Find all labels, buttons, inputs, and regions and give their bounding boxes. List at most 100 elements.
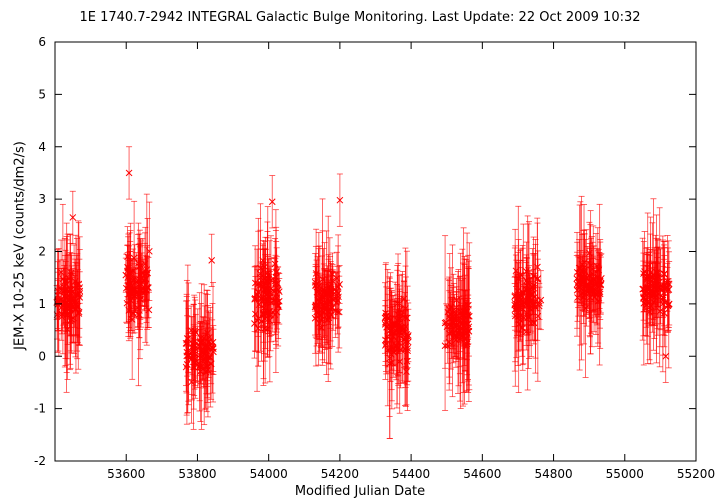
data-point (209, 344, 216, 352)
point-marker (258, 278, 266, 285)
point-marker (512, 305, 520, 313)
point-marker (583, 274, 590, 282)
point-marker (382, 312, 390, 320)
point-marker (71, 306, 79, 314)
point-marker (136, 295, 144, 303)
point-marker (182, 339, 190, 347)
data-point (68, 269, 75, 277)
point-marker (57, 268, 65, 276)
point-marker (393, 300, 401, 307)
point-marker (537, 296, 545, 304)
data-point (258, 318, 265, 325)
data-point (64, 325, 71, 333)
data-point (660, 309, 668, 317)
point-marker (580, 273, 587, 281)
point-marker (190, 343, 198, 351)
point-marker (333, 274, 341, 282)
point-marker (527, 306, 535, 313)
data-point (530, 319, 538, 327)
data-point (394, 317, 401, 324)
point-marker (145, 306, 153, 314)
data-point (400, 295, 408, 303)
point-marker (402, 305, 409, 312)
data-point (209, 338, 217, 346)
data-point (259, 257, 267, 264)
data-point (128, 316, 136, 323)
point-marker (394, 338, 402, 346)
point-marker (586, 249, 593, 257)
data-point (182, 363, 190, 371)
point-marker (518, 324, 526, 332)
point-marker (530, 272, 537, 280)
data-point (125, 277, 133, 285)
point-marker (258, 295, 265, 302)
data-point (275, 288, 283, 295)
data-point (463, 342, 470, 350)
data-point (465, 327, 473, 335)
point-marker (134, 290, 142, 298)
point-marker (264, 269, 271, 277)
point-marker (321, 301, 328, 309)
data-point (394, 338, 402, 346)
point-marker (389, 345, 397, 353)
data-point (182, 339, 190, 347)
point-marker (210, 348, 217, 356)
data-point (188, 378, 195, 386)
point-marker (143, 287, 150, 294)
data-point (64, 311, 71, 319)
data-point (65, 275, 73, 282)
point-marker (597, 280, 605, 288)
point-marker (515, 312, 523, 320)
data-point (197, 363, 205, 371)
point-marker (459, 317, 467, 324)
point-marker (647, 302, 655, 310)
data-point (522, 328, 530, 335)
point-marker (69, 302, 77, 310)
point-marker (313, 308, 321, 316)
data-point (578, 274, 585, 282)
point-marker (207, 360, 215, 367)
point-marker (274, 279, 281, 287)
data-point (393, 342, 401, 350)
point-marker (203, 356, 211, 364)
data-point (464, 313, 472, 320)
point-marker (264, 285, 271, 292)
point-marker (403, 368, 410, 375)
data-point (312, 281, 320, 289)
point-marker (196, 361, 204, 369)
data-point (275, 297, 283, 305)
data-point (447, 322, 455, 330)
data-point (582, 305, 589, 312)
point-marker (54, 295, 62, 303)
data-point (384, 333, 391, 340)
data-point (389, 345, 397, 353)
point-marker (517, 271, 525, 279)
point-marker (534, 312, 542, 320)
point-marker (64, 325, 71, 333)
data-point (70, 295, 78, 303)
point-marker (130, 292, 138, 300)
data-point (73, 291, 81, 299)
data-point (257, 264, 264, 272)
data-point (329, 295, 337, 303)
point-marker (127, 268, 135, 275)
data-point (514, 275, 522, 283)
point-marker (267, 299, 275, 306)
point-marker (461, 326, 468, 334)
point-marker (381, 321, 389, 328)
data-point (54, 295, 62, 303)
point-marker (192, 329, 200, 336)
point-marker (141, 260, 149, 268)
data-point (521, 295, 529, 303)
data-point (318, 301, 326, 308)
point-marker (401, 345, 409, 353)
point-marker (185, 347, 193, 354)
data-point (132, 278, 140, 285)
point-marker (70, 295, 78, 303)
point-marker (188, 355, 196, 362)
point-marker (124, 274, 132, 281)
data-point (315, 311, 323, 319)
point-marker (573, 286, 581, 294)
point-marker (75, 308, 83, 316)
point-marker (135, 263, 143, 270)
